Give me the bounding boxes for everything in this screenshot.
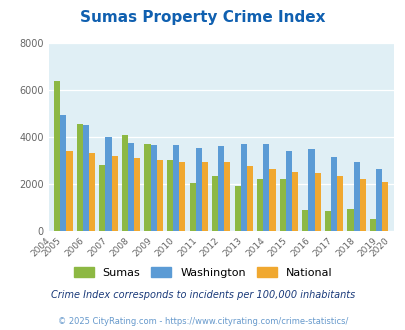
Bar xyxy=(179,162,185,231)
Bar xyxy=(291,173,297,231)
Bar xyxy=(99,165,105,231)
Bar xyxy=(234,186,240,231)
Bar xyxy=(324,211,330,231)
Bar xyxy=(381,182,387,231)
Bar xyxy=(150,145,156,231)
Bar xyxy=(89,153,95,231)
Bar xyxy=(218,147,224,231)
Bar xyxy=(257,179,263,231)
Bar xyxy=(156,160,162,231)
Bar xyxy=(359,179,365,231)
Bar xyxy=(189,183,195,231)
Bar xyxy=(77,124,83,231)
Bar xyxy=(308,149,314,231)
Bar xyxy=(66,151,72,231)
Bar xyxy=(353,162,359,231)
Bar xyxy=(369,219,375,231)
Bar xyxy=(336,176,342,231)
Bar xyxy=(105,137,111,231)
Bar xyxy=(166,160,173,231)
Bar xyxy=(144,144,150,231)
Bar xyxy=(60,115,66,231)
Text: Sumas Property Crime Index: Sumas Property Crime Index xyxy=(80,10,325,25)
Bar xyxy=(330,157,336,231)
Bar xyxy=(201,162,207,231)
Bar xyxy=(212,176,218,231)
Bar xyxy=(122,135,128,231)
Bar xyxy=(269,169,275,231)
Bar xyxy=(240,144,246,231)
Legend: Sumas, Washington, National: Sumas, Washington, National xyxy=(69,263,336,282)
Bar xyxy=(134,158,140,231)
Bar xyxy=(173,145,179,231)
Bar xyxy=(83,125,89,231)
Bar xyxy=(195,148,201,231)
Bar xyxy=(246,166,252,231)
Bar xyxy=(54,81,60,231)
Bar xyxy=(128,143,134,231)
Bar xyxy=(285,151,291,231)
Bar xyxy=(111,156,117,231)
Bar xyxy=(314,173,320,231)
Bar xyxy=(224,162,230,231)
Bar xyxy=(302,210,308,231)
Text: © 2025 CityRating.com - https://www.cityrating.com/crime-statistics/: © 2025 CityRating.com - https://www.city… xyxy=(58,317,347,326)
Text: Crime Index corresponds to incidents per 100,000 inhabitants: Crime Index corresponds to incidents per… xyxy=(51,290,354,300)
Bar xyxy=(347,209,353,231)
Bar xyxy=(375,169,381,231)
Bar xyxy=(263,144,269,231)
Bar xyxy=(279,179,285,231)
